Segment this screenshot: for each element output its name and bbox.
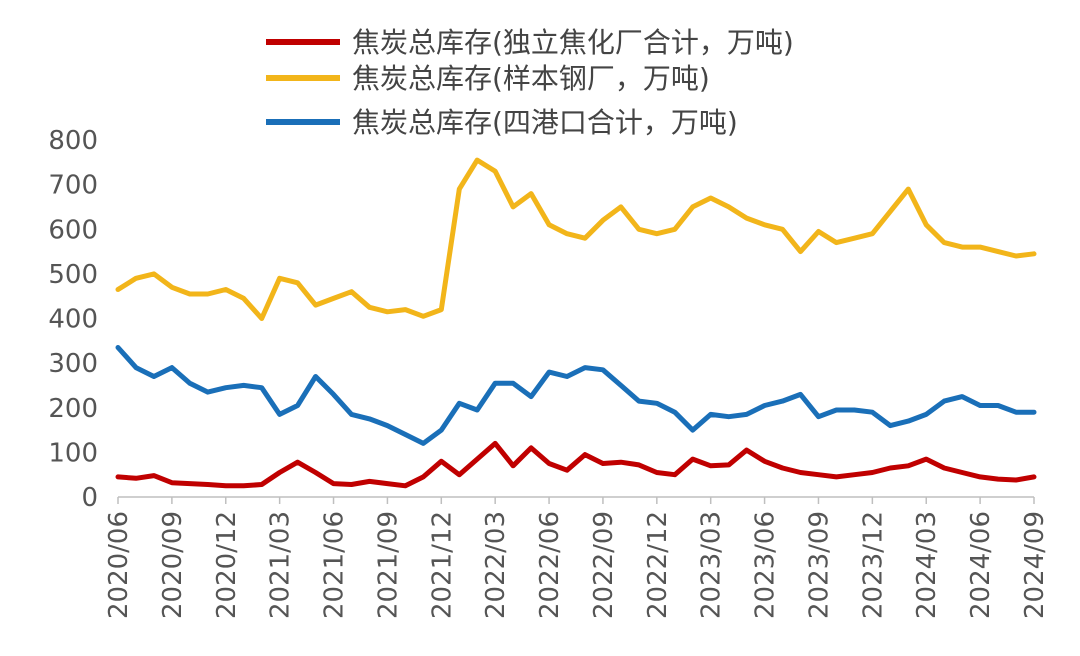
x-tick-label: 2020/09 <box>158 511 188 619</box>
y-tick-label: 500 <box>48 260 98 290</box>
legend: 焦炭总库存(独立焦化厂合计，万吨)焦炭总库存(样本钢厂，万吨) 焦炭总库存(四港口… <box>266 26 794 139</box>
legend-label-1: 焦炭总库存(独立焦化厂合计，万吨) <box>352 26 794 59</box>
x-tick-label: 2022/12 <box>643 511 673 619</box>
y-tick-label: 300 <box>48 349 98 379</box>
x-tick-label: 2021/12 <box>427 511 457 619</box>
x-tick-label: 2023/09 <box>804 511 834 619</box>
y-tick-label: 600 <box>48 215 98 245</box>
legend-label-3: 焦炭总库存(四港口合计，万吨) <box>352 106 738 139</box>
y-axis: 0 100 200 300 400 500 600 700 800 <box>48 126 98 513</box>
y-tick-label: 800 <box>48 126 98 156</box>
y-tick-label: 200 <box>48 394 98 424</box>
x-tick-label: 2020/12 <box>212 511 242 619</box>
series-line-3 <box>115 345 1037 446</box>
x-tick-label: 2022/03 <box>481 511 511 619</box>
x-tick-label: 2024/03 <box>912 511 942 619</box>
y-tick-label: 0 <box>81 483 98 513</box>
x-tick-label: 2021/09 <box>373 511 403 619</box>
x-tick-label: 2024/09 <box>1020 511 1050 619</box>
x-tick-label: 2022/09 <box>589 511 619 619</box>
x-tick-label: 2023/06 <box>751 511 781 619</box>
y-tick-label: 100 <box>48 438 98 468</box>
series-line-2 <box>115 157 1037 321</box>
x-tick-label: 2020/06 <box>104 511 134 619</box>
y-tick-label: 700 <box>48 171 98 201</box>
x-axis: 2020/06 2020/09 2020/12 2021/03 2021/06 2021/… <box>104 496 1050 619</box>
x-tick-label: 2021/03 <box>266 511 296 619</box>
series-lines <box>115 157 1037 489</box>
legend-label-2: 焦炭总库存(样本钢厂，万吨) <box>352 62 710 95</box>
series-line-1 <box>115 440 1037 489</box>
x-tick-label: 2023/12 <box>858 511 888 619</box>
x-tick-label: 2023/03 <box>697 511 727 619</box>
x-tick-label: 2024/06 <box>966 511 996 619</box>
x-tick-label: 2021/06 <box>320 511 350 619</box>
x-tick-label: 2022/06 <box>535 511 565 619</box>
y-tick-label: 400 <box>48 305 98 335</box>
